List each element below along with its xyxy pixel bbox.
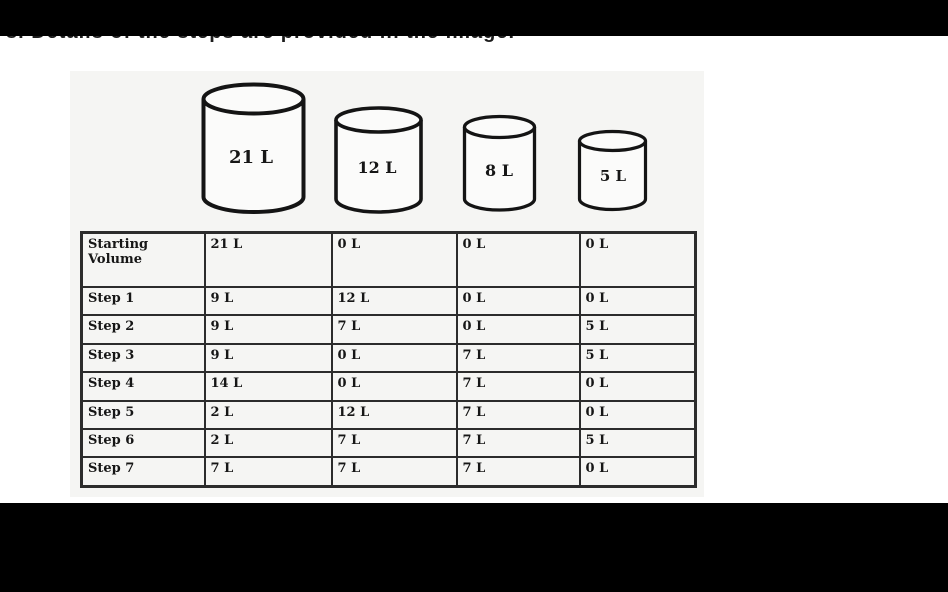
value-cell: 0 L [455,285,581,317]
row-label-cell: Starting Volume [80,231,206,288]
figure-panel: 21 L 12 L 8 L 5 L Starting Volume [70,71,704,497]
steps-table: Starting Volume 21 L 0 L 0 L 0 L Step 1 … [80,231,697,488]
value-cell: 2 L [203,428,333,459]
value-cell: 7 L [455,456,581,488]
value-cell: 0 L [455,314,581,345]
value-cell: 5 L [578,314,697,345]
value-cell: 0 L [578,399,697,431]
value-cell: 7 L [330,456,458,488]
table-row-step-7: Step 7 7 L 7 L 7 L 0 L [80,456,697,488]
table-row-step-5: Step 5 2 L 12 L 7 L 0 L [80,399,697,431]
value-cell: 9 L [203,342,333,374]
value-cell: 5 L [578,342,697,374]
value-cell: 9 L [203,285,333,317]
value-cell: 0 L [578,456,697,488]
row-label-cell: Step 3 [80,342,206,374]
value-cell: 7 L [455,342,581,374]
row-label-cell: Step 1 [80,285,206,317]
value-cell: 0 L [578,371,697,402]
value-cell: 0 L [578,285,697,317]
cylinder-12l-label: 12 L [357,158,396,177]
bottom-letterbox-bar [0,503,948,592]
row-label-cell: Step 2 [80,314,206,345]
value-cell: 9 L [203,314,333,345]
value-cell: 7 L [203,456,333,488]
cylinder-5l-icon: 5 L [577,129,648,212]
value-cell: 2 L [203,399,333,431]
table-row-step-2: Step 2 9 L 7 L 0 L 5 L [80,314,697,345]
cylinder-8l-icon: 8 L [462,114,537,212]
table-row-step-6: Step 6 2 L 7 L 7 L 5 L [80,428,697,459]
value-cell: 0 L [330,371,458,402]
row-label-cell: Step 5 [80,399,206,431]
value-cell: 21 L [203,231,333,288]
row-label-cell: Step 6 [80,428,206,459]
value-cell: 12 L [330,285,458,317]
value-cell: 14 L [203,371,333,402]
value-cell: 5 L [578,428,697,459]
table-row-step-3: Step 3 9 L 0 L 7 L 5 L [80,342,697,374]
table-row-starting-volume: Starting Volume 21 L 0 L 0 L 0 L [80,231,697,288]
cylinder-21l-label: 21 L [229,147,273,168]
table-row-step-4: Step 4 14 L 0 L 7 L 0 L [80,371,697,402]
row-label-cell: Step 7 [80,456,206,488]
cylinder-5l-label: 5 L [600,167,627,185]
cylinder-21l-icon: 21 L [201,82,306,214]
value-cell: 12 L [330,399,458,431]
value-cell: 0 L [330,231,458,288]
value-cell: 7 L [455,428,581,459]
value-cell: 7 L [330,428,458,459]
value-cell: 7 L [330,314,458,345]
value-cell: 7 L [455,371,581,402]
value-cell: 0 L [455,231,581,288]
cylinder-8l-label: 8 L [485,161,513,180]
value-cell: 7 L [455,399,581,431]
table-row-step-1: Step 1 9 L 12 L 0 L 0 L [80,285,697,317]
row-label-cell: Step 4 [80,371,206,402]
top-letterbox-bar [0,0,948,36]
value-cell: 0 L [578,231,697,288]
value-cell: 0 L [330,342,458,374]
cylinder-12l-icon: 12 L [334,106,423,214]
